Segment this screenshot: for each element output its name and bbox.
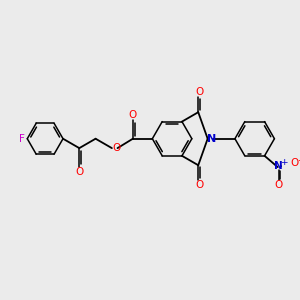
Text: O: O [129,110,137,120]
Text: F: F [19,134,25,144]
Text: O: O [75,167,83,177]
Text: O: O [112,143,121,153]
Text: N: N [207,134,216,144]
Text: O: O [195,180,203,190]
Text: O: O [195,88,203,98]
Text: N: N [274,161,283,171]
Text: −: − [296,155,300,164]
Text: O: O [274,180,283,190]
Text: +: + [280,158,288,167]
Text: O: O [290,158,299,168]
